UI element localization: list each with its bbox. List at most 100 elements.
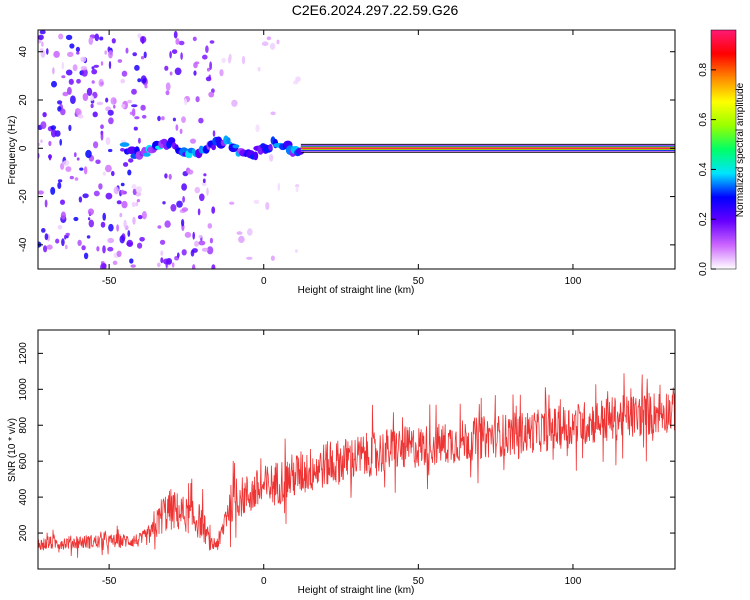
heatmap-noise-cell [116, 250, 122, 257]
heatmap-noise-cell [181, 116, 186, 123]
heatmap-noise-cell [86, 87, 93, 96]
heatmap-noise-cell [57, 225, 63, 230]
heatmap-signal-cell [226, 137, 231, 145]
heatmap-noise-cell [206, 187, 209, 196]
heatmap-noise-cell [59, 138, 62, 146]
heatmap-noise-cell [134, 64, 140, 71]
heatmap-noise-cell [46, 48, 49, 55]
heatmap-noise-cell [134, 116, 140, 120]
heatmap-noise-cell [67, 51, 74, 58]
heatmap-noise-cell [53, 50, 60, 58]
heatmap-cells [38, 30, 675, 269]
heatmap-noise-cell [113, 104, 116, 109]
heatmap-noise-cell [61, 61, 65, 70]
heatmap-noise-cell [43, 245, 48, 253]
heatmap-noise-cell [107, 109, 114, 116]
heatmap-noise-cell [137, 78, 142, 83]
heatmap-noise-cell [60, 211, 66, 220]
heatmap-carrier-line [300, 147, 675, 149]
heatmap-noise-cell [194, 186, 201, 194]
heatmap-noise-cell [100, 124, 104, 129]
heatmap-noise-cell [219, 69, 224, 77]
heatmap-noise-cell [163, 258, 170, 265]
heatmap-noise-cell [198, 240, 206, 246]
heatmap-noise-cell [61, 75, 66, 79]
heatmap-noise-cell [182, 196, 186, 203]
heatmap-noise-cell [141, 114, 147, 119]
heatmap-noise-cell [76, 157, 80, 161]
heatmap-noise-cell [121, 104, 126, 109]
heatmap-noise-cell [174, 67, 182, 76]
heatmap-noise-cell [99, 36, 104, 41]
heatmap-noise-cell [180, 52, 183, 60]
heatmap-noise-cell [74, 177, 79, 181]
heatmap-noise-cell [108, 61, 112, 69]
heatmap-noise-cell [93, 64, 100, 68]
heatmap-noise-cell [72, 64, 78, 72]
heatmap-noise-cell [203, 173, 207, 177]
heatmap-noise-cell [181, 249, 187, 256]
heatmap-noise-cell [105, 97, 109, 103]
heatmap-noise-cell [76, 51, 80, 55]
heatmap-noise-cell [161, 116, 165, 121]
heatmap-noise-cell [38, 142, 41, 147]
heatmap-noise-cell [67, 86, 72, 95]
heatmap-noise-cell [82, 93, 89, 101]
heatmap-y-tick-label: -40 [18, 237, 29, 252]
heatmap-y-tick-label: 20 [18, 94, 29, 106]
heatmap-noise-cell [87, 208, 94, 216]
heatmap-noise-cell [177, 252, 180, 258]
heatmap-noise-cell [172, 117, 176, 122]
heatmap-noise-cell [120, 189, 125, 195]
heatmap-noise-cell [113, 186, 120, 195]
heatmap-noise-cell [88, 36, 94, 45]
colorbar-label: Normalized spectral amplitude [735, 82, 746, 217]
heatmap-noise-cell [221, 57, 226, 63]
heatmap-noise-cell [96, 101, 104, 106]
heatmap-noise-cell [236, 231, 243, 235]
heatmap-noise-cell [102, 171, 106, 176]
heatmap-noise-cell [131, 184, 137, 190]
heatmap-y-tick-label: -20 [18, 189, 29, 204]
heatmap-noise-cell [83, 252, 89, 260]
heatmap-noise-cell [55, 238, 60, 244]
heatmap-noise-cell [51, 80, 57, 88]
heatmap-noise-cell [41, 228, 46, 233]
heatmap-noise-cell [159, 239, 166, 245]
heatmap-noise-cell [74, 152, 77, 158]
heatmap-noise-cell [128, 158, 134, 163]
heatmap-noise-cell [104, 50, 107, 55]
heatmap-noise-cell [206, 67, 211, 72]
heatmap-signal-cell [268, 144, 273, 151]
snr-y-tick-label: 800 [18, 416, 29, 433]
heatmap-noise-cell [83, 166, 88, 175]
heatmap-noise-cell [44, 233, 49, 241]
heatmap-noise-cell [111, 170, 115, 177]
heatmap-noise-cell [52, 67, 55, 75]
heatmap-noise-cell [141, 211, 147, 220]
heatmap-noise-cell [130, 264, 136, 268]
heatmap-noise-cell [60, 108, 66, 116]
heatmap-noise-cell [162, 201, 166, 205]
heatmap-noise-cell [123, 162, 129, 167]
heatmap-noise-cell [108, 117, 114, 125]
heatmap-noise-cell [77, 239, 82, 246]
heatmap-noise-cell [57, 182, 62, 189]
heatmap-noise-cell [107, 237, 115, 244]
heatmap-noise-cell [212, 130, 216, 137]
heatmap-noise-cell [91, 80, 95, 84]
heatmap-noise-cell [61, 238, 65, 247]
heatmap-noise-cell [208, 91, 215, 98]
heatmap-signal-cell [232, 144, 240, 149]
heatmap-noise-cell [184, 231, 192, 238]
heatmap-noise-cell [169, 51, 172, 59]
heatmap-y-tick-label: 0 [18, 145, 29, 151]
snr-y-tick-label: 400 [18, 488, 29, 505]
heatmap-noise-cell [107, 246, 114, 252]
heatmap-noise-cell [39, 48, 44, 52]
heatmap-noise-cell [102, 212, 106, 221]
heatmap-noise-cell [126, 239, 134, 247]
heatmap-noise-cell [160, 250, 164, 256]
heatmap-noise-cell [246, 256, 253, 260]
colorbar-tick-label: 0.6 [698, 112, 709, 126]
